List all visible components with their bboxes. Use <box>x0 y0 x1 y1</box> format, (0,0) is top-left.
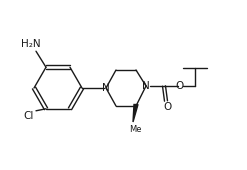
Text: N: N <box>142 81 150 91</box>
Polygon shape <box>133 105 138 122</box>
Text: O: O <box>175 81 183 91</box>
Text: O: O <box>163 102 171 112</box>
Text: Cl: Cl <box>24 111 34 121</box>
Text: N: N <box>102 83 110 93</box>
Text: H₂N: H₂N <box>21 39 41 49</box>
Text: Me: Me <box>129 124 141 133</box>
